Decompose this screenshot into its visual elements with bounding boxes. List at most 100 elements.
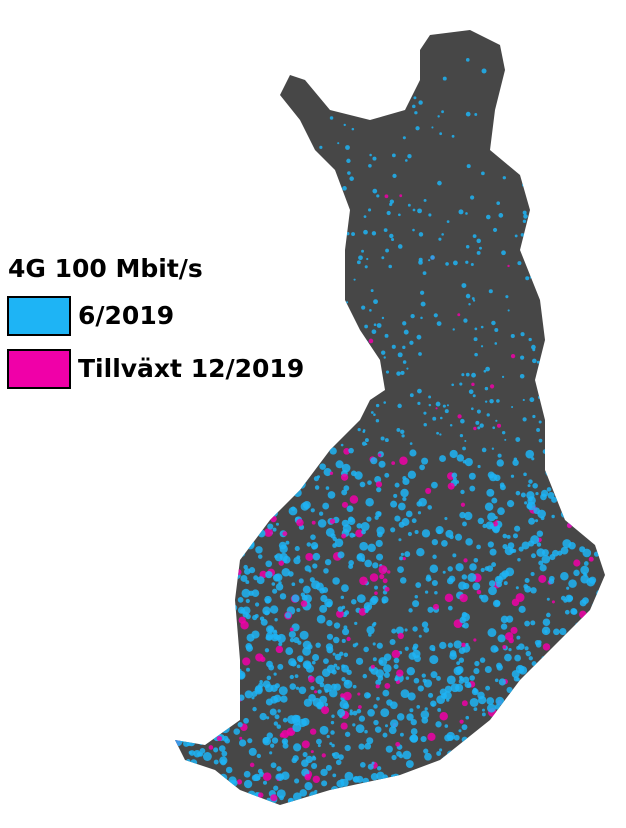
coverage-dot — [382, 578, 388, 584]
coverage-dot — [219, 756, 228, 765]
coverage-dot — [593, 690, 601, 698]
coverage-dot — [494, 678, 499, 683]
coverage-dot — [196, 565, 203, 573]
coverage-dot — [435, 401, 441, 407]
coverage-dot — [332, 773, 337, 778]
coverage-dot — [491, 562, 497, 568]
coverage-dot — [382, 732, 388, 738]
coverage-dot — [594, 282, 599, 287]
coverage-dot — [400, 488, 409, 498]
coverage-dot — [510, 474, 515, 478]
coverage-dot — [349, 176, 354, 181]
coverage-dot — [570, 634, 579, 643]
coverage-dot — [209, 506, 217, 513]
coverage-dot — [317, 689, 322, 694]
coverage-dot — [555, 801, 561, 805]
coverage-dot — [307, 403, 313, 409]
coverage-dot — [234, 198, 238, 202]
coverage-dot — [468, 389, 474, 395]
coverage-dot — [287, 798, 294, 804]
coverage-dot — [414, 595, 419, 599]
coverage-dot — [517, 643, 525, 651]
coverage-dot — [418, 232, 424, 237]
coverage-dot — [278, 541, 287, 550]
coverage-dot — [511, 406, 514, 409]
coverage-dot — [323, 568, 329, 574]
coverage-dot — [558, 403, 562, 407]
coverage-dot — [284, 458, 294, 468]
coverage-dot — [293, 808, 296, 811]
coverage-dot — [366, 737, 374, 745]
coverage-dot — [178, 451, 188, 460]
coverage-dot — [592, 506, 597, 511]
coverage-dot — [428, 259, 431, 262]
coverage-dot — [178, 686, 185, 693]
coverage-dot — [235, 569, 242, 576]
coverage-dot — [317, 384, 321, 387]
coverage-dot — [382, 798, 392, 805]
coverage-dot — [335, 759, 342, 766]
coverage-dot — [398, 538, 402, 542]
coverage-dot — [504, 653, 512, 662]
coverage-dot — [358, 608, 367, 616]
coverage-dot — [258, 257, 263, 262]
coverage-dot — [329, 447, 337, 455]
coverage-dot — [248, 528, 255, 536]
coverage-dot — [436, 751, 442, 756]
coverage-dot — [225, 766, 233, 774]
coverage-dot — [246, 633, 255, 642]
coverage-dot — [601, 785, 605, 791]
coverage-dot — [586, 666, 590, 671]
coverage-dot — [368, 163, 372, 168]
coverage-dot — [535, 716, 541, 721]
coverage-dot — [274, 683, 280, 689]
coverage-dot — [301, 740, 310, 749]
coverage-dot — [186, 765, 195, 774]
coverage-dot — [189, 559, 196, 566]
coverage-dot — [469, 563, 477, 571]
coverage-dot — [177, 587, 182, 592]
coverage-dot — [193, 723, 201, 731]
coverage-dot — [572, 647, 581, 656]
coverage-dot — [393, 657, 400, 664]
coverage-dot — [230, 796, 239, 805]
coverage-dot — [255, 546, 263, 554]
coverage-dot — [235, 480, 243, 488]
coverage-dot — [202, 455, 207, 460]
coverage-dot — [270, 515, 277, 523]
coverage-dot — [411, 518, 417, 524]
coverage-dot — [528, 689, 532, 693]
coverage-dot — [539, 673, 543, 677]
coverage-dot — [508, 647, 512, 652]
coverage-dot — [586, 793, 594, 800]
coverage-dot — [485, 214, 491, 220]
coverage-dot — [362, 777, 370, 785]
coverage-dot — [277, 483, 282, 488]
coverage-dot — [342, 186, 347, 191]
coverage-dot — [279, 732, 285, 738]
coverage-dot — [308, 675, 315, 683]
coverage-dot — [450, 774, 456, 780]
coverage-dot — [341, 786, 351, 796]
coverage-dot — [276, 789, 286, 799]
coverage-dot — [530, 572, 535, 577]
coverage-dot — [423, 679, 433, 688]
coverage-dot — [581, 290, 586, 295]
coverage-dot — [541, 555, 551, 564]
coverage-dot — [596, 780, 602, 786]
coverage-dot — [331, 714, 335, 718]
coverage-dot — [304, 368, 308, 372]
coverage-dot — [189, 802, 199, 805]
coverage-dot — [296, 607, 301, 613]
coverage-dot — [457, 753, 465, 761]
coverage-dot — [381, 316, 385, 320]
coverage-dot — [446, 404, 450, 407]
coverage-dot — [319, 463, 326, 470]
coverage-dot — [267, 523, 274, 530]
coverage-dot — [514, 654, 521, 662]
coverage-dot — [427, 606, 434, 613]
coverage-dot — [524, 620, 531, 627]
coverage-dot — [316, 614, 326, 624]
coverage-dot — [302, 646, 312, 656]
coverage-dot — [452, 759, 459, 766]
